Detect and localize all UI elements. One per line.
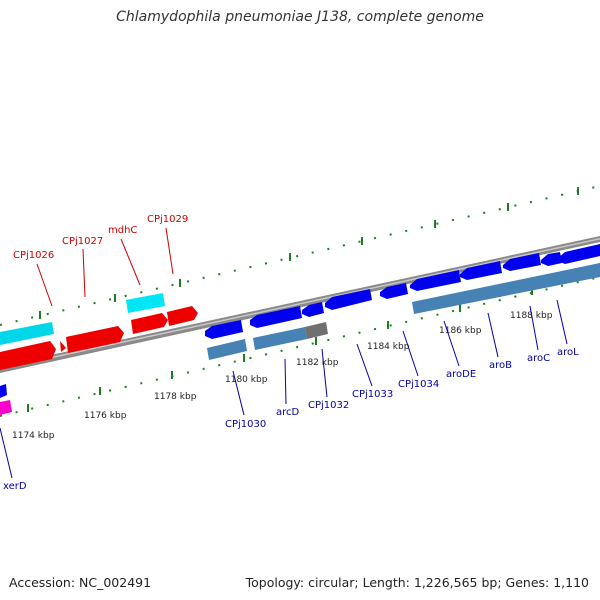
reverse-gene-arrow[interactable] xyxy=(325,289,372,310)
gene-label-leader xyxy=(529,305,539,351)
gene-label-leader xyxy=(443,320,460,367)
kbp-label: 1178 kbp xyxy=(154,392,197,402)
gene-label-mdhc: mdhC xyxy=(108,225,137,236)
forward-gene-arrow[interactable] xyxy=(60,341,66,352)
reverse-gene-arrow[interactable] xyxy=(0,384,7,398)
kbp-label: 1186 kbp xyxy=(439,326,482,336)
reverse-gene-arrow[interactable] xyxy=(460,261,502,280)
reverse-gene-arrow[interactable] xyxy=(503,253,541,271)
gene-label-cpj1032: CPj1032 xyxy=(308,400,349,411)
steelblue-feature[interactable] xyxy=(207,339,247,360)
gene-label-leader xyxy=(165,227,174,275)
genome-backbone-highlight xyxy=(0,238,600,370)
gene-label-aroc: aroC xyxy=(527,353,550,364)
gene-label-leader xyxy=(120,238,141,286)
gene-label-leader xyxy=(402,330,419,377)
kbp-label: 1180 kbp xyxy=(225,375,268,385)
cyan-feature[interactable] xyxy=(0,322,54,345)
gene-label-arob: aroB xyxy=(489,360,512,371)
cyan-feature[interactable] xyxy=(126,293,165,313)
gene-label-arol: aroL xyxy=(557,347,579,358)
upper-tick-track xyxy=(0,185,600,326)
reverse-gene-arrow[interactable] xyxy=(410,270,461,291)
genome-summary-label: Topology: circular; Length: 1,226,565 bp… xyxy=(245,575,589,590)
gene-label-cpj1034: CPj1034 xyxy=(398,379,439,390)
gene-label-leader xyxy=(232,370,245,416)
gene-label-cpj1030: CPj1030 xyxy=(225,419,266,430)
reverse-gene-arrow[interactable] xyxy=(250,306,302,328)
gene-label-xerd: xerD xyxy=(3,481,27,492)
gene-label-leader xyxy=(82,248,86,298)
map-title: Chlamydophila pneumoniae J138, complete … xyxy=(116,9,484,25)
forward-gene-arrow[interactable] xyxy=(167,306,198,326)
accession-label: Accession: NC_002491 xyxy=(9,575,152,590)
gene-label-leader xyxy=(36,263,53,307)
gene-label-leader xyxy=(487,312,499,358)
gene-label-leader xyxy=(321,348,328,398)
gray-feature[interactable] xyxy=(305,322,328,339)
steelblue-feature[interactable] xyxy=(412,263,600,314)
kbp-label: 1174 kbp xyxy=(12,431,55,441)
reverse-gene-arrow[interactable] xyxy=(380,283,408,299)
forward-gene-arrow[interactable] xyxy=(0,341,56,370)
gene-label-arcd: arcD xyxy=(276,407,300,418)
gene-label-cpj1029: CPj1029 xyxy=(147,214,188,225)
gene-label-cpj1027: CPj1027 xyxy=(62,236,103,247)
gene-label-cpj1033: CPj1033 xyxy=(352,389,393,400)
gene-label-arode: aroDE xyxy=(446,369,476,380)
gene-label-leader xyxy=(0,427,13,479)
reverse-gene-arrow[interactable] xyxy=(541,252,562,266)
kbp-label: 1182 kbp xyxy=(296,358,339,368)
gene-label-leader xyxy=(356,343,373,387)
forward-gene-arrow[interactable] xyxy=(66,326,124,353)
forward-gene-arrow[interactable] xyxy=(131,313,168,334)
gene-label-cpj1026: CPj1026 xyxy=(13,250,54,261)
kbp-label: 1176 kbp xyxy=(84,411,127,421)
steelblue-feature[interactable] xyxy=(253,327,307,350)
reverse-gene-arrow[interactable] xyxy=(302,302,324,317)
gene-label-leader xyxy=(556,299,568,345)
gene-label-leader xyxy=(284,358,287,405)
magenta-feature[interactable] xyxy=(0,400,12,415)
reverse-gene-arrow[interactable] xyxy=(205,320,243,339)
reverse-gene-arrow[interactable] xyxy=(558,244,600,264)
lower-tick-track xyxy=(0,276,600,417)
kbp-label: 1184 kbp xyxy=(367,342,410,352)
